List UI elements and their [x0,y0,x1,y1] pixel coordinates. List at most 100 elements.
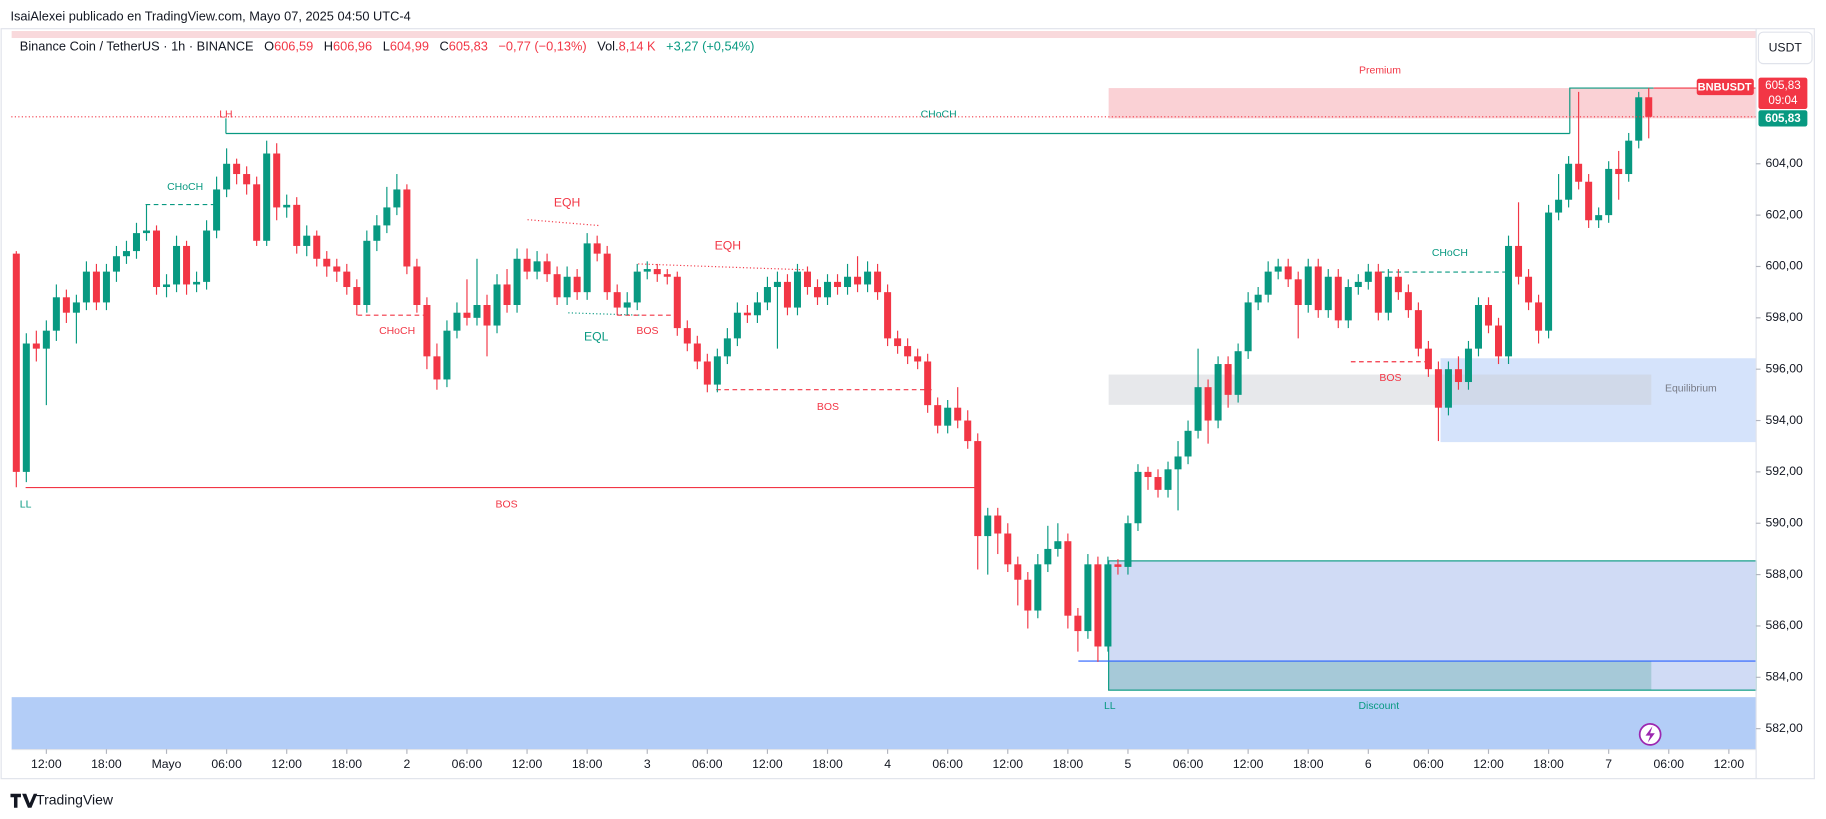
discount-inner [1108,661,1652,691]
candle-body [333,266,341,272]
candle-body [343,271,351,288]
candle-body [974,441,982,537]
x-tick-label: 12:00 [752,757,783,771]
candle-body [102,271,110,303]
candle-body [743,312,751,316]
candles [11,87,1756,662]
candle-body [42,330,50,349]
label-bos: BOS [1379,373,1401,384]
candle-body [834,281,842,288]
candle-body [443,330,451,380]
candle-body [273,153,281,208]
candle-body [1324,276,1332,311]
label-eql: EQL [584,330,609,344]
discount-bar [11,697,1757,750]
label-bos: BOS [496,500,518,511]
candle-body [253,184,261,241]
candle-body [984,515,992,537]
x-tick-label: 06:00 [211,757,242,771]
candle-body [733,312,741,339]
candle-body [623,302,631,308]
candle-body [1154,477,1162,490]
currency-button[interactable] [1757,31,1813,65]
x-tick-label: 18:00 [1293,757,1324,771]
currency[interactable]: USDT [1769,41,1803,55]
price-tag [1758,77,1808,110]
label-choch: CHoCH [921,110,957,121]
candle-body [473,304,481,318]
symbol-tag-text: BNBUSDT [1698,81,1752,93]
vol-change: +3,27 (+0,54%) [666,39,754,54]
candle-body [1114,564,1122,567]
candle-body [1615,168,1623,175]
candle-body [1214,364,1222,421]
candle-body [1505,245,1513,357]
candle-body [1625,140,1633,175]
candle-body [163,284,171,288]
candle-body [1354,281,1362,288]
label-discount: Discount [1358,701,1399,712]
candle-body [1294,279,1302,305]
o-value: 606,59 [274,39,313,54]
candle-body [203,230,211,282]
candle-body [1174,456,1182,470]
candle-body [72,302,80,313]
label-choch: CHoCH [379,326,415,337]
candle-body [493,284,501,326]
candle-body [1084,564,1092,632]
candle-body [1254,294,1262,303]
candle-body [553,274,561,298]
candle-body [353,287,361,305]
x-tick-label: 18:00 [332,757,363,771]
candle-body [854,276,862,285]
candle-body [1495,325,1503,357]
x-tick-label: 06:00 [452,757,483,771]
candle-body [753,302,761,316]
candle-body [1204,387,1212,421]
candle-body [313,235,321,259]
candle-body [122,251,130,257]
candle-body [573,276,581,293]
price-tag-green-text: 605,83 [1765,112,1801,125]
candle-body [663,274,671,277]
candle-body [1064,541,1072,616]
candle-body [383,207,391,226]
price-tag-text: 605,83 [1765,79,1801,92]
label-bos: BOS [636,326,658,337]
x-tick-label: 2 [403,757,410,771]
candle-body [1474,304,1482,349]
candle-body [1605,168,1613,216]
candle-body [1645,97,1653,117]
candle-body [1635,97,1643,141]
y-tick-label: 588,00 [1765,567,1803,581]
symbol: Binance Coin / TetherUS · 1h · BINANCE [20,39,254,54]
candle-body [132,233,140,252]
candle-body [964,420,972,442]
y-tick-label: 586,00 [1765,618,1803,632]
l-value: 604,99 [390,39,429,54]
candle-body [864,271,872,285]
candle-body [703,361,711,385]
candle-body [1454,369,1462,383]
candle-body [1334,276,1342,321]
candle-body [1414,310,1422,349]
candle-body [363,240,371,305]
candle-body [1134,471,1142,524]
candle-body [1555,199,1563,213]
y-tick-label: 598,00 [1765,310,1803,324]
candle-body [112,256,120,272]
candle-body [323,258,331,267]
candle-body [763,287,771,303]
candle-body [954,407,962,421]
candle-body [303,235,311,246]
candle-body [1535,302,1543,331]
candle-body [1344,287,1352,321]
vol-value: 8,14 K [619,39,656,54]
tv-logo [10,793,38,808]
y-tick-label: 584,00 [1765,670,1803,684]
candle-body [1525,276,1533,303]
candle-body [1034,564,1042,611]
candle-body [1364,271,1372,282]
x-tick-label: 06:00 [1413,757,1444,771]
